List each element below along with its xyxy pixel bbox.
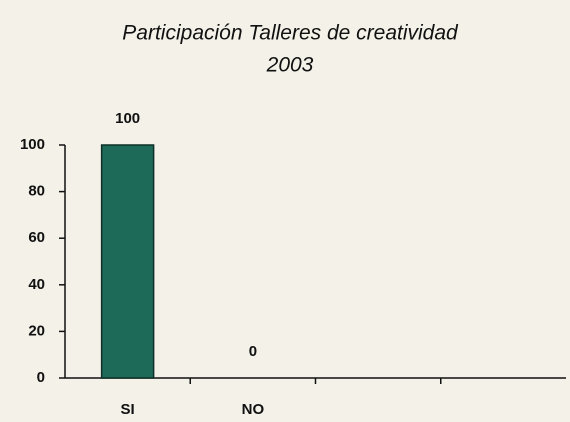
value-label: 0 [249,343,257,360]
y-tick-label: 100 [20,136,45,153]
y-tick-label: 80 [28,183,45,200]
chart-title: Participación Talleres de creatividad [122,22,459,45]
y-tick-label: 60 [28,229,45,246]
bar [100,144,155,379]
value-label: 100 [115,110,140,127]
y-tick-label: 40 [28,276,45,293]
y-tick-label: 20 [28,322,45,339]
y-tick-label: 0 [37,369,45,386]
x-tick-label: SI [121,401,135,418]
x-tick-label: NO [242,401,265,418]
chart-subtitle: 2003 [266,54,314,77]
